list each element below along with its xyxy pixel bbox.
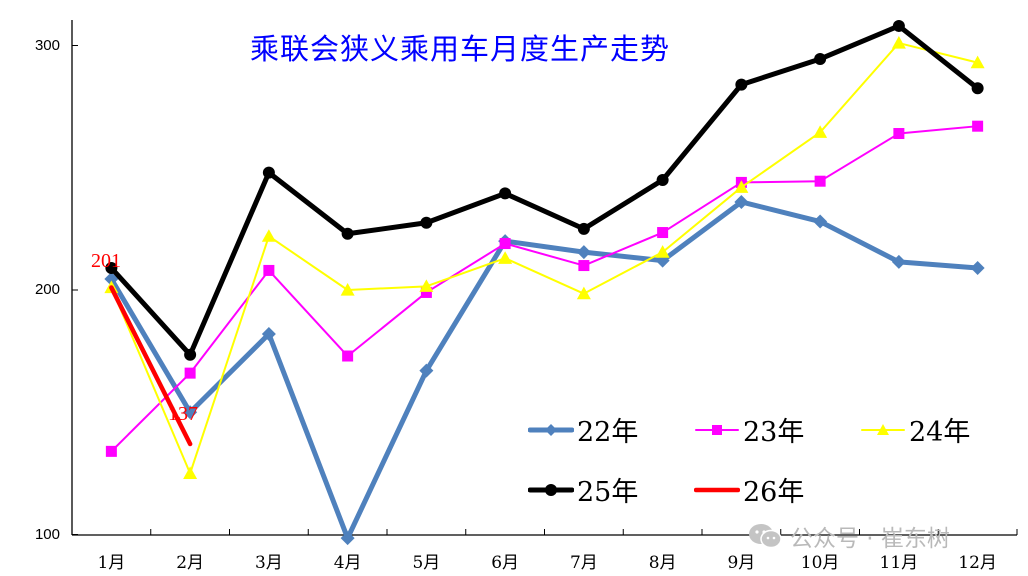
legend-swatch-icon	[528, 483, 574, 496]
legend-label: 26年	[743, 477, 805, 508]
chart-title: 乘联会狭义乘用车月度生产走势	[250, 32, 671, 66]
x-tick-label: 6月	[491, 553, 520, 573]
watermark: 公众号 · 崔东树	[748, 519, 950, 553]
legend-swatch-icon	[694, 487, 740, 492]
triangle-marker	[576, 286, 591, 300]
square-marker	[893, 128, 905, 140]
square-marker	[499, 238, 511, 250]
legend-item: 24年	[860, 410, 970, 449]
square-marker	[578, 260, 590, 272]
circle-marker	[262, 166, 275, 179]
x-tick-label: 12月	[958, 553, 997, 573]
data-label: 137	[168, 403, 198, 425]
watermark-text: 公众号 · 崔东树	[790, 526, 950, 552]
legend-label: 23年	[743, 417, 805, 448]
x-tick-label: 9月	[727, 553, 756, 573]
legend-label: 24年	[909, 417, 971, 448]
legend-item: 26年	[694, 470, 804, 509]
legend-swatch-icon	[528, 423, 574, 436]
diamond-marker	[340, 531, 355, 546]
x-tick-label: 3月	[254, 553, 283, 573]
circle-marker	[184, 348, 197, 361]
circle-marker	[577, 222, 590, 235]
series-line-26年	[109, 285, 193, 447]
triangle-marker	[340, 283, 355, 296]
x-tick-label: 2月	[176, 553, 205, 573]
circle-marker	[499, 187, 512, 200]
triangle-marker	[261, 229, 276, 242]
square-marker	[184, 367, 196, 379]
diamond-marker	[970, 260, 985, 275]
square-marker	[420, 286, 432, 298]
circle-marker	[814, 52, 827, 65]
square-marker	[105, 445, 117, 457]
square-marker	[972, 120, 984, 132]
circle-marker	[341, 227, 354, 240]
triangle-marker	[419, 279, 434, 292]
x-tick-label: 11月	[879, 553, 919, 573]
y-tick-label: 300	[34, 36, 60, 54]
series-line-22年	[108, 199, 981, 541]
legend-label: 22年	[577, 417, 639, 448]
x-tick-label: 7月	[569, 553, 598, 573]
diamond-marker	[183, 405, 198, 420]
data-label: 201	[91, 250, 121, 272]
triangle-marker	[970, 55, 985, 69]
series-line-24年	[110, 42, 979, 475]
x-tick-label: 10月	[800, 553, 840, 573]
triangle-marker	[734, 180, 749, 193]
circle-marker	[971, 82, 984, 95]
wechat-icon	[748, 523, 782, 549]
diamond-marker	[891, 254, 906, 269]
triangle-marker	[655, 245, 670, 258]
legend-swatch-icon	[861, 423, 905, 435]
triangle-marker	[813, 125, 828, 138]
series-line-23年	[110, 125, 979, 453]
x-tick-label: 5月	[412, 553, 441, 573]
circle-marker	[420, 216, 433, 229]
diamond-marker	[261, 327, 276, 342]
triangle-marker	[498, 251, 513, 264]
square-marker	[814, 175, 826, 187]
circle-marker	[105, 261, 118, 274]
circle-marker	[892, 19, 905, 32]
triangle-marker	[891, 36, 906, 49]
triangle-marker	[183, 466, 198, 479]
y-tick-label: 200	[34, 281, 60, 298]
legend-swatch-icon	[695, 424, 739, 435]
series-line-25年	[108, 23, 981, 358]
legend-item: 23年	[694, 410, 804, 449]
legend-label: 25年	[577, 477, 639, 508]
square-marker	[263, 264, 275, 276]
legend-item: 25年	[528, 470, 638, 509]
circle-marker	[735, 78, 748, 91]
y-tick-label: 100	[34, 525, 60, 543]
diamond-marker	[734, 194, 749, 209]
diamond-marker	[813, 214, 828, 229]
legend-item: 22年	[528, 410, 638, 449]
circle-marker	[656, 173, 669, 186]
square-marker	[657, 227, 669, 239]
diamond-marker	[576, 245, 591, 260]
diamond-marker	[419, 363, 434, 378]
x-tick-label: 4月	[333, 553, 362, 573]
x-tick-label: 8月	[648, 553, 677, 573]
x-tick-label: 1月	[97, 553, 126, 573]
square-marker	[342, 350, 354, 362]
